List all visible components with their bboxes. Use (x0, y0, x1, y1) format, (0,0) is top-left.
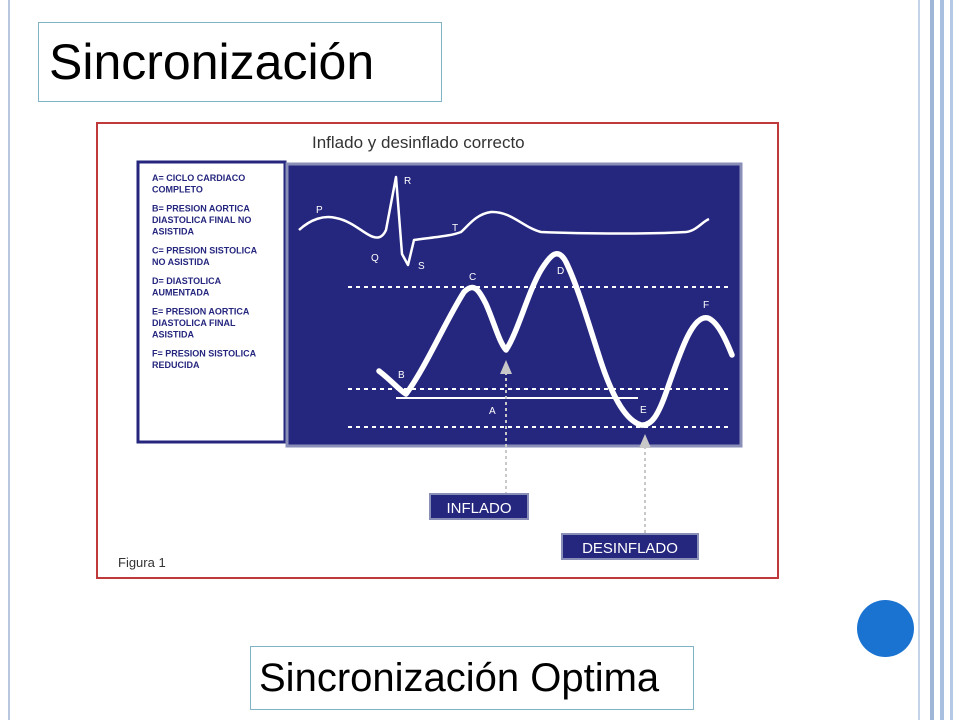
waveform-panel (285, 162, 743, 448)
legend-entry-5-line-1: E= PRESION AORTICA (152, 307, 250, 317)
legend-entry-4-line-1: D= DIASTOLICA (152, 276, 222, 286)
legend-entry-3-line-1: C= PRESION SISTOLICA (152, 246, 258, 256)
wave-labels: A B C D E F (398, 266, 709, 417)
inflate-marker-arrow (500, 360, 512, 374)
ecg-label-t: T (452, 223, 458, 234)
ecg-label-r: R (404, 176, 411, 187)
legend-entry-1-line-2: COMPLETO (152, 185, 203, 195)
ecg-trace (298, 175, 710, 267)
wave-label-d: D (557, 266, 564, 277)
deflate-marker-box (561, 533, 699, 560)
slide-title: Sincronización (38, 22, 442, 102)
deflate-marker-arrow (639, 434, 651, 448)
legend-entry-5-line-3: ASISTIDA (152, 330, 195, 340)
legend-entry-2-line-2: DIASTOLICA FINAL NO (152, 215, 251, 225)
legend-entry-2-line-1: B= PRESION AORTICA (152, 204, 250, 214)
legend-entry-2-line-3: ASISTIDA (152, 227, 195, 237)
wave-label-a: A (489, 406, 496, 417)
accent-dot (857, 600, 914, 657)
inflate-marker-label: INFLADO (446, 500, 511, 517)
legend-entries: A= CICLO CARDIACO COMPLETO B= PRESION AORT… (152, 173, 258, 370)
legend-entry-3-line-2: NO ASISTIDA (152, 257, 210, 267)
ecg-label-q: Q (371, 253, 379, 264)
ecg-label-p: P (316, 205, 323, 216)
wave-label-f: F (703, 300, 709, 311)
right-decorative-rail (918, 0, 960, 720)
ecg-label-s: S (418, 261, 425, 272)
slide-subtitle: Sincronización Optima (250, 646, 694, 710)
left-border-rule (8, 0, 10, 720)
wave-label-b: B (398, 370, 405, 381)
legend-box (136, 160, 287, 444)
legend-entry-6-line-2: REDUCIDA (152, 360, 200, 370)
legend-entry-1-line-1: A= CICLO CARDIACO (152, 173, 245, 183)
figure-panel: Inflado y desinflado correcto A= CICLO C… (96, 122, 779, 579)
inflate-marker-box (429, 493, 529, 520)
legend-entry-5-line-2: DIASTOLICA FINAL (152, 318, 236, 328)
legend-entry-4-line-2: AUMENTADA (152, 288, 210, 298)
wave-label-e: E (640, 405, 647, 416)
legend-entry-6-line-1: F= PRESION SISTOLICA (152, 349, 257, 359)
wave-label-c: C (469, 272, 476, 283)
figure-caption: Figura 1 (118, 555, 166, 570)
pressure-waveform (376, 251, 735, 428)
ecg-labels: P R Q S T (316, 176, 458, 272)
deflate-marker-label: DESINFLADO (582, 540, 678, 557)
figure-heading: Inflado y desinflado correcto (312, 133, 525, 152)
